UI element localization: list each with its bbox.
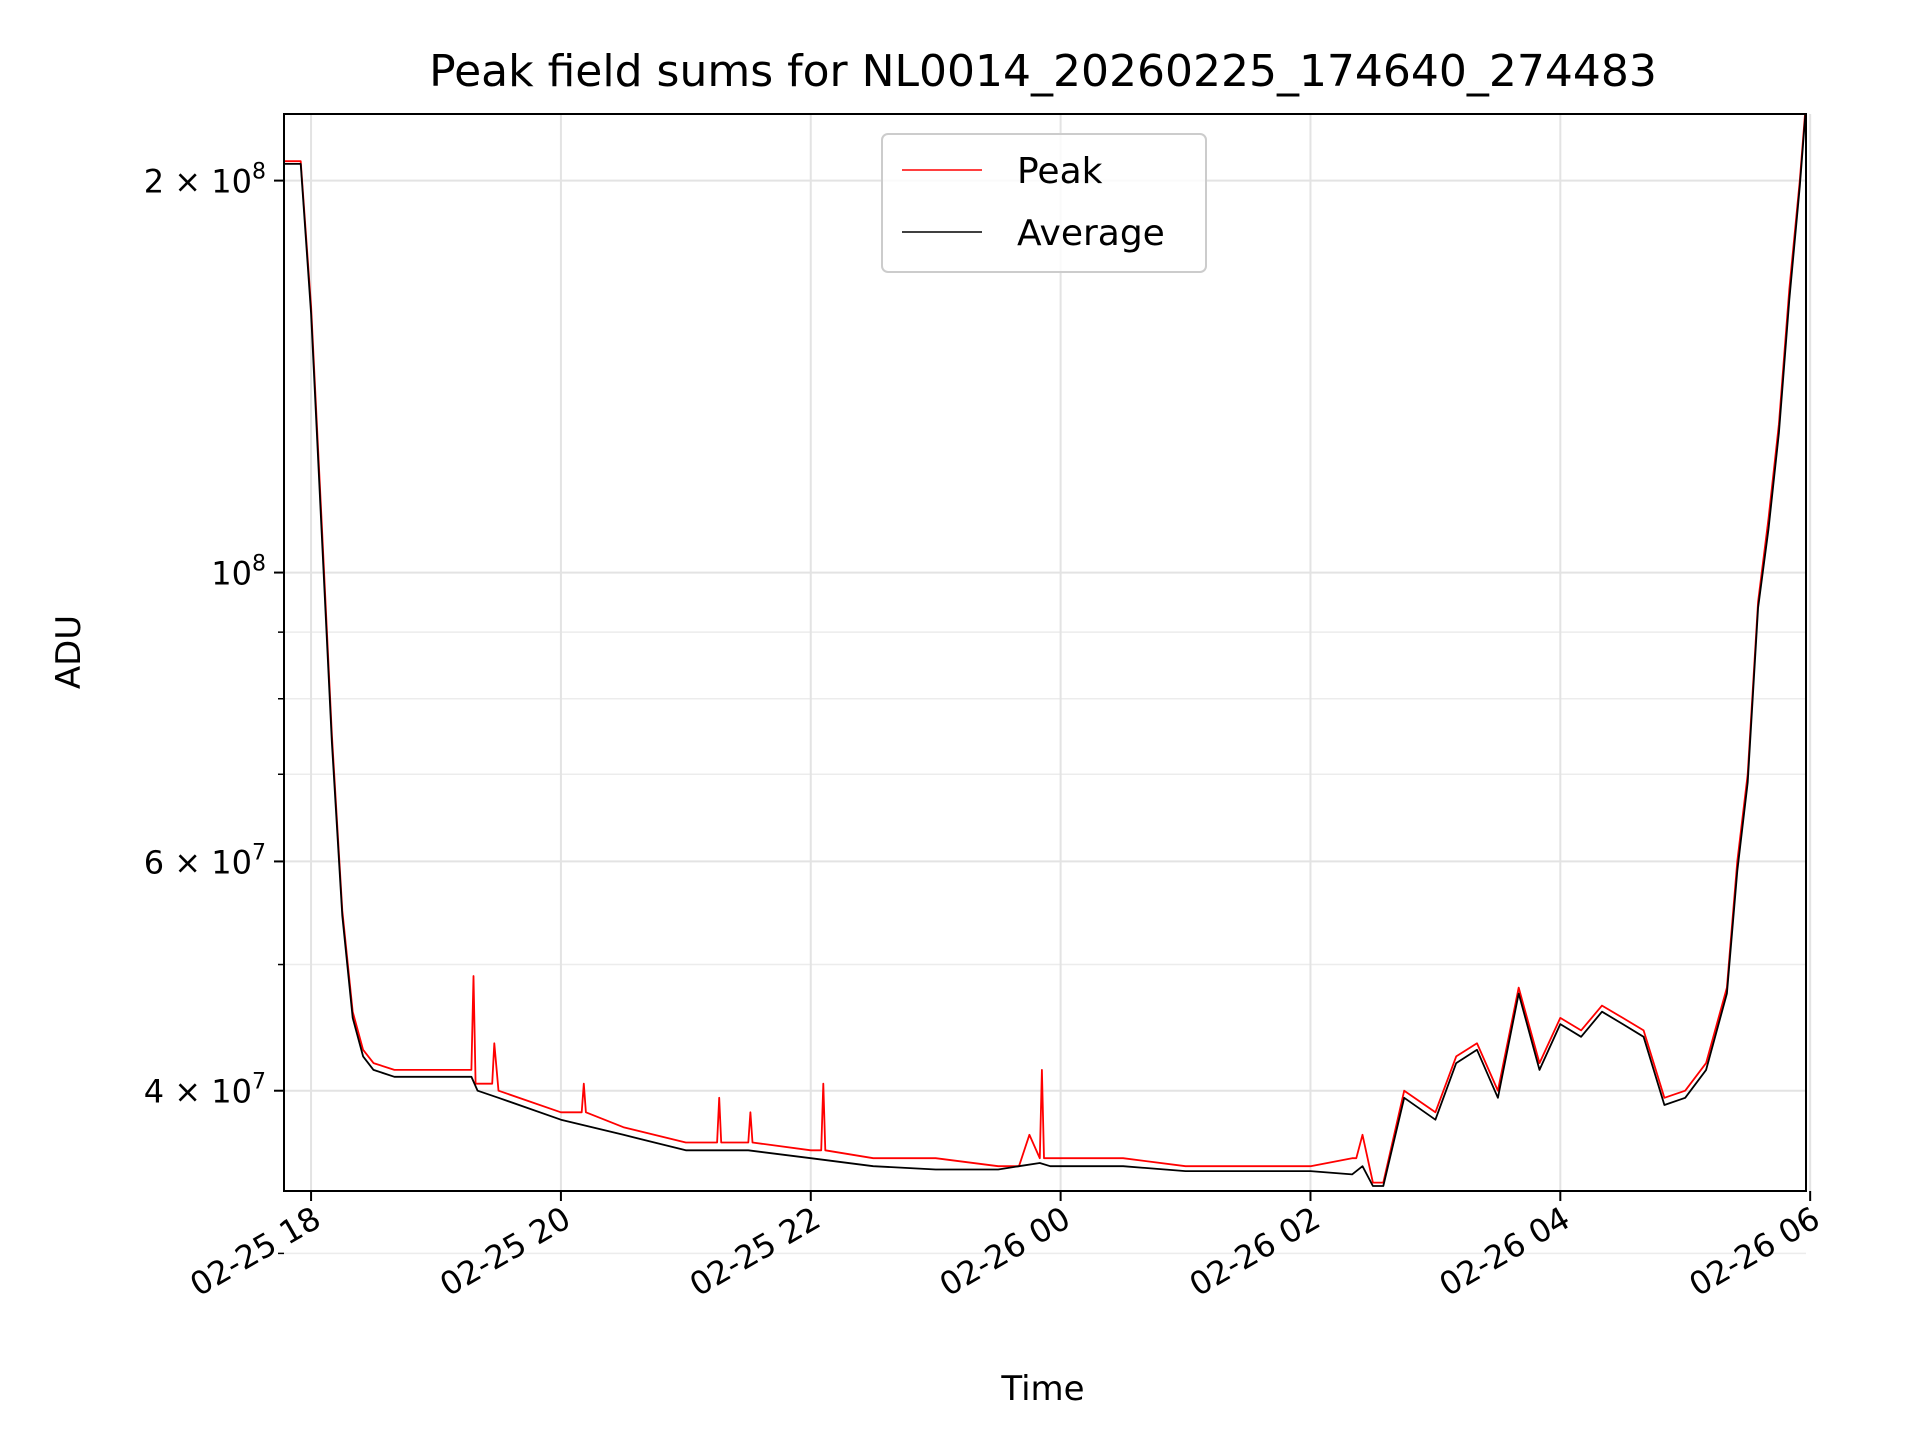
legend: Peak Average bbox=[881, 133, 1207, 273]
legend-box bbox=[881, 133, 1207, 273]
y-tick-label: 108 bbox=[211, 552, 266, 593]
legend-label-average: Average bbox=[1017, 213, 1165, 254]
grid bbox=[284, 114, 1812, 1255]
plot-frame bbox=[283, 113, 1807, 1192]
y-tick-label: 6 × 107 bbox=[144, 840, 266, 881]
y-tick-label: 4 × 107 bbox=[144, 1070, 266, 1111]
series-layer bbox=[284, 114, 1806, 1187]
series-line-average bbox=[284, 114, 1806, 1187]
series-line-peak bbox=[284, 114, 1806, 1184]
y-tick-label: 2 × 108 bbox=[144, 160, 266, 201]
chart-title: Peak field sums for NL0014_20260225_1746… bbox=[429, 46, 1657, 97]
y-axis-label: ADU bbox=[49, 615, 89, 689]
legend-label-peak: Peak bbox=[1017, 151, 1103, 192]
x-axis-label: Time bbox=[1000, 1369, 1084, 1409]
